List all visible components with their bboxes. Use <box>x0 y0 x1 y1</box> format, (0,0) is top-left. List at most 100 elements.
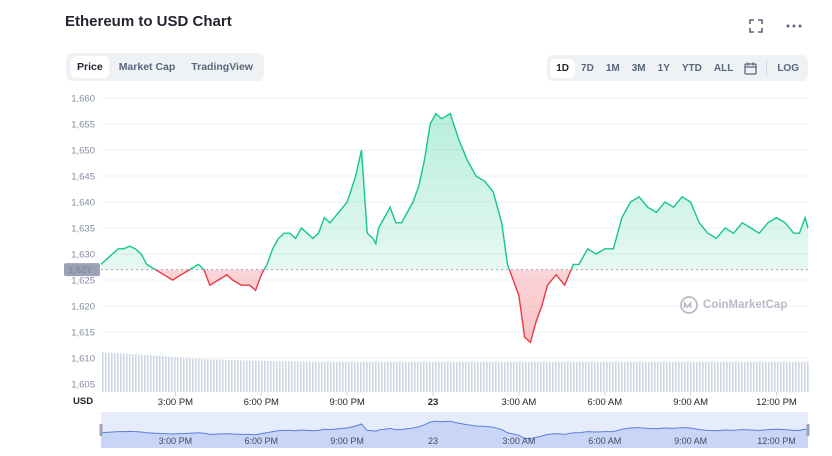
log-scale-button[interactable]: LOG <box>777 62 799 74</box>
volume-bar <box>549 361 551 392</box>
line-below-baseline <box>154 269 572 344</box>
volume-bar <box>228 359 230 392</box>
volume-bar <box>690 361 692 392</box>
volume-bar <box>273 361 275 392</box>
y-tick-label: 1,660 <box>71 94 95 105</box>
volume-bar <box>156 355 158 392</box>
range-1m[interactable]: 1M <box>605 62 620 74</box>
volume-bar <box>315 361 317 392</box>
volume-bar <box>477 361 479 392</box>
volume-bar <box>189 358 191 392</box>
volume-bar <box>564 361 566 392</box>
volume-bar <box>720 361 722 392</box>
x-tick-label: 3:00 PM <box>158 397 193 408</box>
navigator-tick-label: 3:00 AM <box>502 436 535 446</box>
volume-bar <box>114 353 116 392</box>
volume-bar <box>462 361 464 392</box>
range-1d[interactable]: 1D <box>550 58 576 78</box>
range-1y[interactable]: 1Y <box>657 62 670 74</box>
volume-bar <box>375 361 377 392</box>
volume-bar <box>735 361 737 392</box>
tab-price[interactable]: Price <box>71 56 109 78</box>
volume-bar <box>570 361 572 392</box>
volume-bar <box>408 361 410 392</box>
volume-bar <box>417 361 419 392</box>
y-tick-label: 1,645 <box>71 172 95 183</box>
volume-bar <box>366 361 368 392</box>
x-tick-label: 6:00 AM <box>587 397 622 408</box>
baseline-label: 1,627 <box>68 265 92 276</box>
tab-market-cap[interactable]: Market Cap <box>118 61 176 73</box>
volume-bar <box>612 361 614 392</box>
x-tick-label: 9:00 PM <box>329 397 364 408</box>
fullscreen-icon[interactable] <box>748 18 764 34</box>
volume-bar <box>786 361 788 392</box>
volume-bar <box>117 353 119 392</box>
volume-bar <box>672 361 674 392</box>
volume-bar <box>213 359 215 392</box>
volume-bar <box>387 361 389 392</box>
tab-tradingview[interactable]: TradingView <box>191 61 253 73</box>
range-divider <box>766 60 768 76</box>
volume-bar <box>636 361 638 392</box>
calendar-icon[interactable] <box>739 62 762 75</box>
range-ytd[interactable]: YTD <box>681 62 702 74</box>
coinmarketcap-watermark: CoinMarketCap <box>680 296 787 314</box>
x-axis-ticks: 3:00 PM 6:00 PM 9:00 PM 23 3:00 AM 6:00 AM 9:0… <box>158 392 797 408</box>
volume-bar <box>789 361 791 392</box>
volume-bar <box>426 361 428 392</box>
volume-bar <box>630 361 632 392</box>
volume-bar <box>627 361 629 392</box>
range-7d[interactable]: 7D <box>581 62 594 74</box>
volume-bar <box>723 361 725 392</box>
volume-bar <box>276 361 278 392</box>
volume-bar <box>450 361 452 392</box>
line-above-baseline <box>100 112 809 270</box>
volume-bar <box>546 361 548 392</box>
volume-bar <box>111 352 113 392</box>
volume-bar <box>543 361 545 392</box>
more-icon[interactable] <box>786 18 802 34</box>
volume-bar <box>465 361 467 392</box>
volume-bar <box>102 352 104 392</box>
volume-bar <box>576 361 578 392</box>
volume-bar <box>243 360 245 392</box>
volume-bar <box>534 361 536 392</box>
volume-bar <box>663 361 665 392</box>
volume-bar <box>747 361 749 392</box>
volume-bar <box>744 361 746 392</box>
volume-bar <box>300 361 302 392</box>
header-actions <box>748 18 802 34</box>
navigator-line <box>100 420 809 440</box>
volume-bar <box>684 361 686 392</box>
range-all[interactable]: ALL <box>713 62 734 74</box>
y-tick-label: 1,625 <box>71 276 95 287</box>
time-navigator[interactable]: 3:00 PM 6:00 PM 9:00 PM 23 3:00 AM 6:00 AM 9:0… <box>99 412 810 448</box>
volume-bar <box>675 361 677 392</box>
volume-bar <box>309 361 311 392</box>
volume-bar <box>432 361 434 392</box>
range-3m[interactable]: 3M <box>631 62 646 74</box>
volume-bar <box>624 361 626 392</box>
volume-bar <box>318 361 320 392</box>
volume-bar <box>507 361 509 392</box>
volume-bar <box>174 357 176 392</box>
volume-bar <box>405 361 407 392</box>
volume-bar <box>756 361 758 392</box>
volume-bar <box>447 361 449 392</box>
volume-bar <box>261 360 263 392</box>
navigator-right-handle <box>806 424 810 436</box>
volume-bar <box>555 361 557 392</box>
volume-bar <box>645 361 647 392</box>
volume-bar <box>135 354 137 392</box>
volume-bar <box>234 360 236 392</box>
volume-bar <box>717 361 719 392</box>
volume-bar <box>615 361 617 392</box>
volume-bar <box>249 360 251 392</box>
volume-bar <box>168 356 170 392</box>
volume-bar <box>585 361 587 392</box>
volume-bar <box>798 361 800 392</box>
volume-bar <box>696 361 698 392</box>
volume-bar <box>588 361 590 392</box>
